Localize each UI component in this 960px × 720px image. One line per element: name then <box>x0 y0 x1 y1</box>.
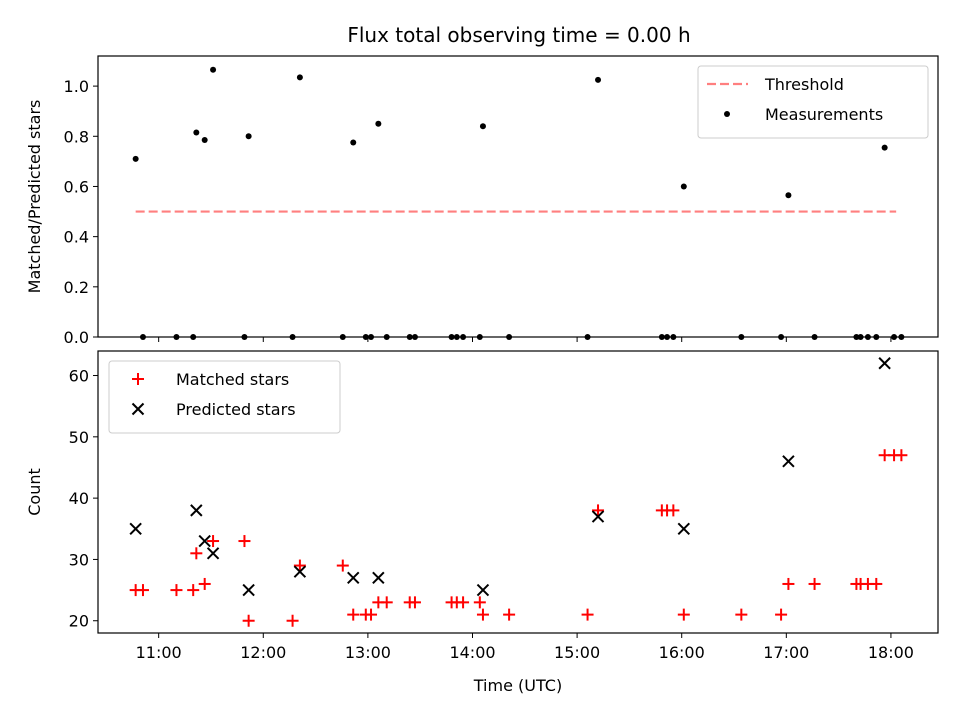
measurement-point <box>881 144 888 151</box>
measurement-point <box>350 139 357 146</box>
top-chart-panel: 0.0 0.2 0.4 0.6 0.8 1.0 Matched/Predicted star… <box>25 55 939 347</box>
matched-stars-point <box>782 577 795 590</box>
legend-box <box>108 360 341 434</box>
matched-stars-point <box>242 614 255 627</box>
measurement-point <box>296 74 303 81</box>
predicted-stars-point <box>293 565 307 578</box>
predicted-stars-point <box>242 583 255 597</box>
x-tick-label: 18:00 <box>868 643 914 662</box>
series-predicted-stars <box>129 357 891 597</box>
x-axis-label: Time (UTC) <box>473 676 562 695</box>
predicted-stars-point <box>372 571 385 585</box>
legend-swatch <box>724 111 730 117</box>
y-tick-label: 0.8 <box>64 127 89 146</box>
matched-stars-point <box>347 608 360 621</box>
legend-swatch <box>132 373 144 385</box>
measurement-point <box>210 66 217 73</box>
measurement-point <box>785 192 792 199</box>
legend-label: Predicted stars <box>176 400 296 419</box>
legend-label: Matched stars <box>176 370 289 389</box>
y-axis-label: Count <box>25 468 44 516</box>
legend-label: Measurements <box>765 105 883 124</box>
measurement-point <box>132 155 139 162</box>
y-tick-label: 30 <box>69 550 89 569</box>
axes-frame <box>97 350 939 634</box>
matched-stars-point <box>775 608 788 621</box>
matched-stars-point <box>198 577 211 590</box>
matched-stars-point <box>808 577 821 590</box>
measurement-point <box>201 137 208 144</box>
matched-stars-point <box>170 584 183 597</box>
x-tick-label: 17:00 <box>763 643 809 662</box>
predicted-stars-point <box>198 534 211 548</box>
predicted-stars-point <box>782 455 795 468</box>
matched-stars-point <box>457 596 470 609</box>
matched-stars-point <box>238 535 251 548</box>
matched-stars-point <box>870 577 883 590</box>
measurement-point <box>479 123 486 130</box>
predicted-stars-point <box>129 522 142 535</box>
matched-stars-point <box>136 584 149 597</box>
predicted-stars-point <box>476 583 490 597</box>
predicted-stars-point <box>591 510 605 523</box>
matched-stars-point <box>408 596 421 609</box>
matched-stars-point <box>207 535 220 548</box>
matched-stars-point <box>895 449 908 462</box>
matched-stars-point <box>286 614 299 627</box>
legend-label: Threshold <box>764 75 844 94</box>
measurement-point <box>680 183 687 190</box>
x-tick-label: 16:00 <box>659 643 705 662</box>
measurement-point <box>375 120 382 127</box>
legend: Threshold Measurements <box>697 65 929 139</box>
y-tick-label: 50 <box>69 428 89 447</box>
y-tick-label: 40 <box>69 489 89 508</box>
series-matched-stars <box>129 449 908 627</box>
bottom-chart-panel: 20 30 40 50 60 11:00 12:00 13:00 14:00 15:00 16:00… <box>25 350 939 695</box>
matched-stars-point <box>187 584 200 597</box>
matched-stars-point <box>476 608 489 621</box>
matched-stars-point <box>667 504 680 517</box>
matched-stars-point <box>293 559 306 572</box>
matched-stars-point <box>473 596 486 609</box>
x-tick-label: 13:00 <box>345 643 391 662</box>
top-chart-title: Flux total observing time = 0.00 h <box>347 23 690 47</box>
matched-stars-point <box>735 608 748 621</box>
x-tick-label: 14:00 <box>449 643 495 662</box>
measurement-point <box>595 76 602 83</box>
y-tick-label: 20 <box>69 612 89 631</box>
series-measurements <box>132 66 905 340</box>
x-tick-label: 15:00 <box>554 643 600 662</box>
y-tick-label: 0.2 <box>64 278 89 297</box>
predicted-stars-point <box>677 522 691 535</box>
axes-frame <box>97 55 939 338</box>
y-tick-label: 60 <box>69 367 89 386</box>
y-axis-label: Matched/Predicted stars <box>25 100 44 294</box>
predicted-stars-point <box>206 547 220 560</box>
matched-stars-point <box>592 504 605 517</box>
x-tick-label: 11:00 <box>136 643 182 662</box>
predicted-stars-point <box>190 504 203 517</box>
legend-swatch <box>131 402 145 416</box>
y-tick-label: 1.0 <box>64 77 89 96</box>
measurement-point <box>245 133 252 140</box>
matched-stars-point <box>380 596 393 609</box>
matched-stars-point <box>336 559 349 572</box>
matched-stars-point <box>365 608 378 621</box>
predicted-stars-point <box>347 571 360 585</box>
legend-box <box>697 65 929 139</box>
matched-stars-point <box>677 608 690 621</box>
matched-stars-point <box>190 547 203 560</box>
y-tick-label: 0.6 <box>64 177 89 196</box>
measurement-point <box>193 129 200 136</box>
y-tick-label: 0.4 <box>64 228 89 247</box>
matched-stars-point <box>503 608 516 621</box>
legend: Matched stars Predicted stars <box>108 360 341 434</box>
predicted-stars-point <box>878 357 891 370</box>
y-tick-label: 0.0 <box>64 328 89 347</box>
matched-stars-point <box>581 608 594 621</box>
x-tick-label: 12:00 <box>240 643 286 662</box>
